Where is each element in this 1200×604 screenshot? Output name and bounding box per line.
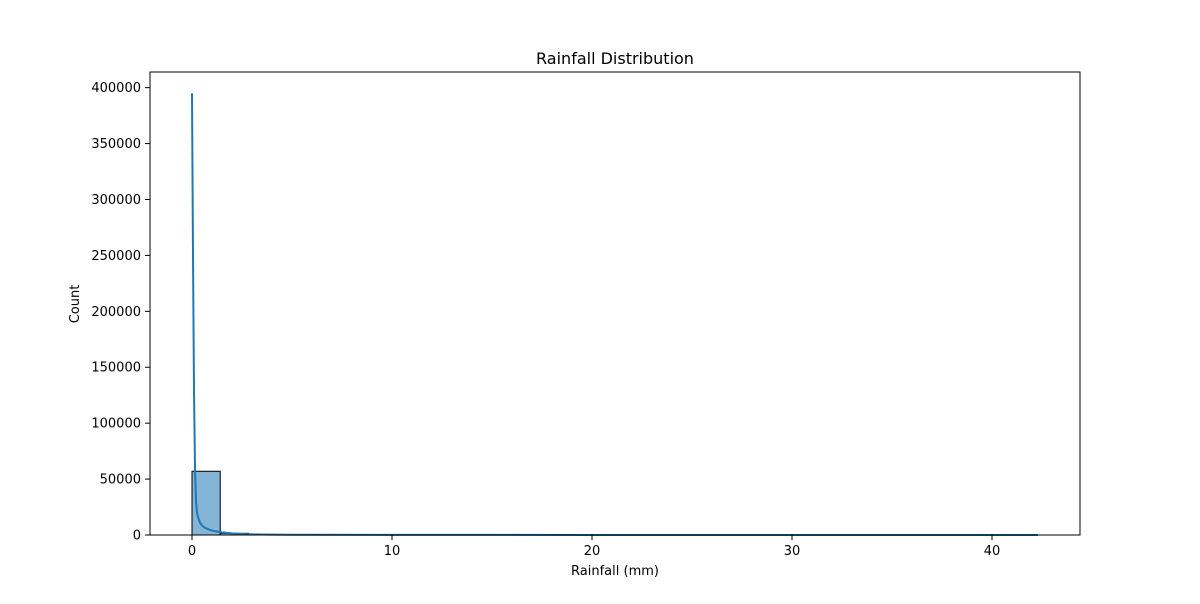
y-tick-label: 200000: [91, 305, 141, 320]
y-axis-label: Count: [68, 285, 83, 324]
plot-frame: [150, 72, 1080, 535]
y-tick-label: 100000: [91, 417, 141, 432]
y-tick-label: 300000: [91, 193, 141, 208]
x-tick-label: 40: [984, 544, 1001, 559]
x-tick-label: 0: [188, 544, 196, 559]
x-tick-label: 20: [584, 544, 601, 559]
y-tick-label: 0: [133, 529, 141, 544]
y-tick-label: 150000: [91, 361, 141, 376]
y-tick-label: 50000: [100, 473, 141, 488]
y-axis: 0 50000 100000 150000 200000 250000 300000 3500…: [91, 81, 150, 543]
x-axis-label: Rainfall (mm): [571, 564, 659, 579]
kde-density-line: [192, 93, 1038, 535]
plot-area: [192, 93, 1038, 535]
x-tick-label: 10: [384, 544, 401, 559]
x-axis: 0 10 20 30 40: [188, 535, 1000, 559]
y-tick-label: 350000: [91, 137, 141, 152]
chart-title: Rainfall Distribution: [536, 49, 694, 68]
y-tick-label: 250000: [91, 249, 141, 264]
y-tick-label: 400000: [91, 81, 141, 96]
x-tick-label: 30: [784, 544, 801, 559]
